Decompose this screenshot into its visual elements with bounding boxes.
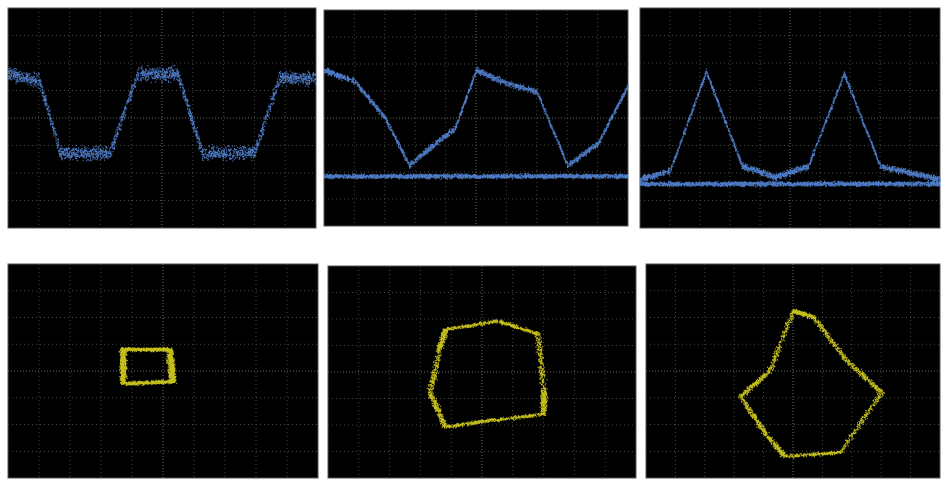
scope-panel: [8, 8, 317, 228]
scope-panel: [328, 266, 636, 478]
screen: [8, 264, 318, 478]
scope-panel: [640, 8, 941, 228]
scope-panel: [646, 264, 940, 478]
scope-panel: [324, 10, 629, 226]
scope-panel: [8, 264, 318, 478]
oscilloscope-captures: [0, 0, 942, 481]
